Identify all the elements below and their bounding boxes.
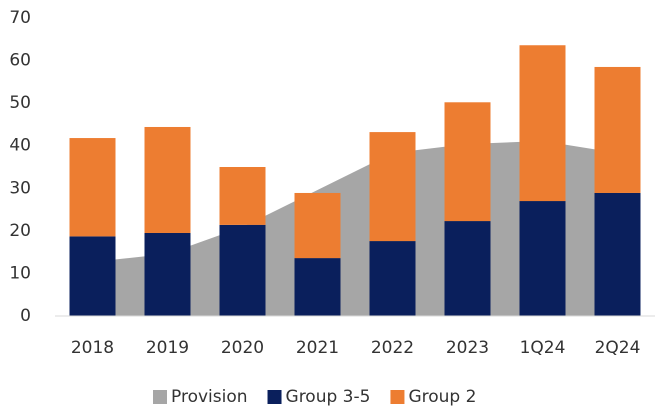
x-tick-label: 2023 (446, 338, 489, 358)
bar (594, 66, 641, 193)
x-tick-label: 2Q24 (595, 338, 641, 358)
bar (69, 138, 116, 237)
x-tick-label: 2019 (146, 338, 189, 358)
legend-label: Group 2 (408, 387, 476, 407)
x-tick-label: 2020 (221, 338, 264, 358)
y-tick-label: 20 (9, 221, 31, 241)
bar (444, 102, 491, 222)
bar (219, 224, 266, 316)
y-tick-label: 60 (9, 51, 31, 71)
y-tick-label: 10 (9, 263, 31, 283)
bar (369, 241, 416, 316)
bar (594, 192, 641, 316)
y-tick-label: 40 (9, 136, 31, 156)
x-tick-label: 2022 (371, 338, 414, 358)
x-tick-label: 1Q24 (520, 338, 566, 358)
x-tick-label: 2021 (296, 338, 339, 358)
bar (144, 126, 191, 233)
y-tick-label: 30 (9, 178, 31, 198)
legend-swatch (153, 390, 167, 404)
bar (69, 236, 116, 316)
y-tick-label: 0 (20, 306, 31, 326)
legend-label: Provision (171, 387, 248, 407)
bar (294, 258, 341, 316)
bar (369, 132, 416, 242)
bar (519, 201, 566, 316)
bar (144, 232, 191, 316)
y-tick-label: 50 (9, 93, 31, 113)
legend-swatch (390, 390, 405, 404)
bar (444, 221, 491, 316)
legend-label: Group 3-5 (286, 387, 371, 407)
bar (519, 45, 566, 202)
bar (219, 167, 266, 225)
bar (294, 192, 341, 259)
x-tick-label: 2018 (71, 338, 114, 358)
legend-swatch (267, 390, 282, 404)
y-tick-label: 70 (9, 8, 31, 28)
